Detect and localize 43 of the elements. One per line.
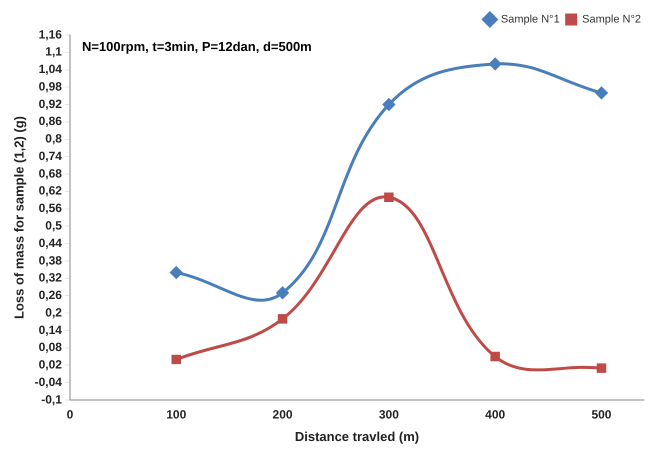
x-tick-label: 400	[485, 408, 506, 422]
point	[384, 192, 394, 202]
y-tick-label: 0,02	[38, 358, 62, 372]
y-tick-label: 1,1	[45, 44, 62, 59]
y-tick-label: 0,68	[38, 166, 62, 180]
point	[172, 354, 181, 364]
legend-label: Sample N°1	[500, 14, 560, 26]
point	[594, 86, 608, 100]
y-tick-label: 0,14	[38, 322, 62, 337]
annotation: N=100rpm, t=3min, P=12dan, d=500m	[82, 39, 312, 54]
x-tick-label: 300	[378, 408, 400, 422]
y-tick-label: 0,5	[45, 218, 62, 233]
y-axis-title: Loss of mass for sample (1,2) (g)	[11, 116, 26, 319]
y-tick-label: 1,16	[38, 27, 62, 42]
x-tick-label: 100	[166, 408, 187, 422]
point	[596, 363, 606, 373]
x-tick-label: 500	[591, 408, 612, 422]
x-tick-label: 200	[272, 408, 293, 422]
point	[490, 352, 500, 362]
y-tick-label: 1,04	[38, 62, 62, 76]
legend-label: Sample N°2	[582, 14, 642, 26]
y-tick-label: 0,32	[38, 270, 62, 285]
y-tick-label: 0,8	[45, 132, 62, 146]
y-tick-label: 0,98	[38, 79, 62, 94]
point	[382, 98, 396, 112]
y-tick-label: -0,1	[41, 392, 62, 406]
y-tick-label: 0,62	[38, 184, 62, 198]
x-axis-title: Distance travled (m)	[294, 428, 420, 444]
y-tick-label: 0,56	[38, 201, 62, 216]
y-tick-label: 0,44	[38, 236, 62, 250]
y-tick-label: 0,26	[38, 288, 62, 302]
x-tick-label: 0	[66, 408, 74, 422]
y-tick-label: 0,38	[38, 253, 62, 268]
point	[170, 266, 183, 280]
point	[488, 57, 502, 70]
y-tick-label: 0,08	[38, 340, 62, 354]
y-tick-label: 0,86	[38, 114, 62, 128]
y-tick-label: 0,74	[38, 148, 62, 163]
point	[276, 286, 290, 300]
y-tick-label: 0,92	[38, 96, 62, 111]
y-tick-label: -0,04	[34, 374, 62, 389]
point	[278, 314, 288, 324]
y-tick-label: 0,2	[45, 305, 62, 320]
